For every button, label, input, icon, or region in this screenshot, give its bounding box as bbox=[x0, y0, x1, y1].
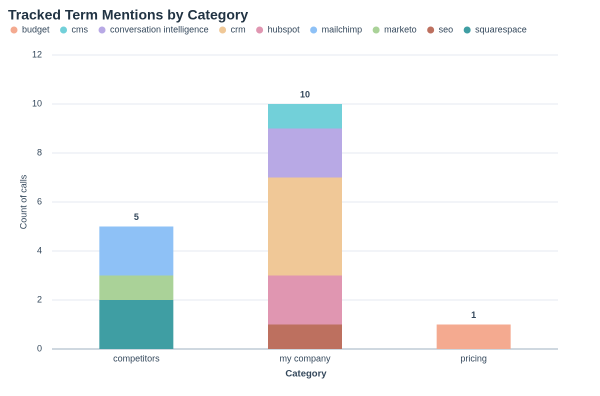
bar-segment bbox=[99, 275, 174, 300]
legend-marker bbox=[256, 26, 264, 34]
legend-marker bbox=[98, 26, 106, 34]
y-axis-title: Count of calls bbox=[18, 174, 28, 229]
y-tick-label: 0 bbox=[37, 343, 42, 353]
legend-label: squarespace bbox=[475, 24, 527, 34]
legend-label: conversation intelligence bbox=[110, 24, 209, 34]
bar-segment bbox=[436, 324, 511, 349]
x-axis-title: Category bbox=[285, 369, 327, 380]
legend-marker bbox=[219, 26, 227, 34]
bar-segment bbox=[99, 226, 174, 276]
total-label: 10 bbox=[300, 89, 310, 99]
legend-label: marketo bbox=[384, 24, 417, 34]
bar-segment bbox=[268, 104, 342, 129]
x-tick-label: my company bbox=[279, 353, 331, 363]
y-tick-label: 2 bbox=[37, 294, 42, 304]
legend-label: crm bbox=[231, 24, 246, 34]
y-tick-label: 6 bbox=[37, 196, 42, 206]
legend-label: cms bbox=[72, 24, 89, 34]
legend-marker bbox=[60, 26, 68, 34]
x-tick-label: competitors bbox=[113, 353, 160, 363]
legend-marker bbox=[310, 26, 318, 34]
y-tick-label: 8 bbox=[37, 147, 42, 157]
total-label: 5 bbox=[134, 212, 139, 222]
legend-marker bbox=[427, 26, 435, 34]
legend-label: budget bbox=[22, 24, 50, 34]
y-tick-label: 12 bbox=[32, 49, 42, 59]
legend-label: hubspot bbox=[268, 24, 301, 34]
legend-marker bbox=[463, 26, 471, 34]
y-tick-label: 10 bbox=[32, 98, 42, 108]
bar-segment bbox=[268, 324, 342, 349]
bar-segment bbox=[268, 128, 342, 178]
legend-label: mailchimp bbox=[322, 24, 363, 34]
bar-segment bbox=[268, 177, 342, 276]
bar-segment bbox=[268, 275, 342, 325]
x-tick-label: pricing bbox=[460, 353, 487, 363]
legend-label: seo bbox=[439, 24, 454, 34]
chart-title: Tracked Term Mentions by Category bbox=[8, 7, 248, 23]
y-tick-label: 4 bbox=[37, 245, 42, 255]
legend-marker bbox=[372, 26, 380, 34]
legend-marker bbox=[10, 26, 18, 34]
total-label: 1 bbox=[471, 310, 476, 320]
bar-segment bbox=[99, 300, 174, 349]
